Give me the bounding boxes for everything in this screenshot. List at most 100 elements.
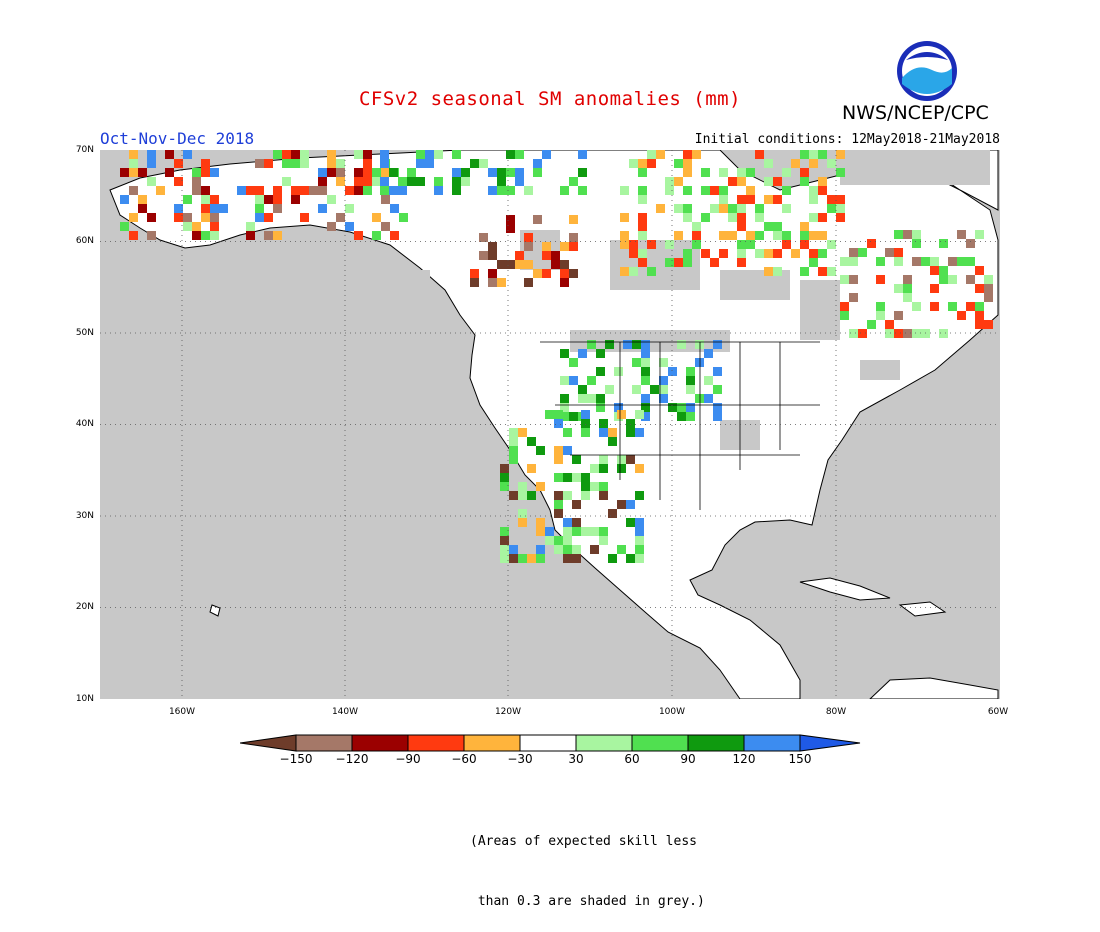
- anomaly-cell: [617, 464, 626, 473]
- anomaly-cell: [201, 168, 210, 177]
- anomaly-cell: [827, 204, 836, 213]
- anomaly-cell: [599, 464, 608, 473]
- anomaly-cell: [641, 394, 650, 403]
- anomaly-cell: [536, 545, 545, 554]
- anomaly-cell: [201, 213, 210, 222]
- anomaly-cell: [560, 242, 569, 251]
- anomaly-cell: [563, 527, 572, 536]
- anomaly-cell: [686, 376, 695, 385]
- anomaly-cell: [590, 527, 599, 536]
- anomaly-cell: [554, 473, 563, 482]
- anomaly-cell: [617, 545, 626, 554]
- anomaly-cell: [840, 311, 849, 320]
- anomaly-cell: [554, 536, 563, 545]
- lon-label: 160W: [168, 707, 196, 717]
- anomaly-cell: [255, 186, 264, 195]
- anomaly-cell: [638, 186, 647, 195]
- anomaly-cell: [713, 412, 722, 421]
- agency-label: NWS/NCEP/CPC: [842, 102, 989, 124]
- anomaly-cell: [560, 403, 569, 412]
- anomaly-cell: [497, 278, 506, 287]
- anomaly-cell: [647, 267, 656, 276]
- anomaly-cell: [554, 419, 563, 428]
- colorbar-segment: [575, 734, 633, 752]
- anomaly-cell: [192, 231, 201, 240]
- anomaly-cell: [858, 248, 867, 257]
- anomaly-cell: [318, 186, 327, 195]
- anomaly-cell: [300, 186, 309, 195]
- anomaly-cell: [581, 527, 590, 536]
- anomaly-cell: [635, 536, 644, 545]
- anomaly-cell: [791, 159, 800, 168]
- anomaly-cell: [300, 213, 309, 222]
- anomaly-cell: [488, 186, 497, 195]
- anomaly-cell: [818, 249, 827, 258]
- anomaly-cell: [581, 419, 590, 428]
- anomaly-cell: [563, 446, 572, 455]
- anomaly-cell: [635, 410, 644, 419]
- anomaly-cell: [659, 385, 668, 394]
- anomaly-cell: [509, 545, 518, 554]
- anomaly-cell: [894, 329, 903, 338]
- anomaly-cell: [545, 410, 554, 419]
- anomaly-cell: [336, 213, 345, 222]
- anomaly-cell: [885, 320, 894, 329]
- anomaly-cell: [620, 231, 629, 240]
- skill-note-line1: (Areas of expected skill less: [470, 834, 697, 849]
- anomaly-cell: [632, 340, 641, 349]
- anomaly-cell: [587, 340, 596, 349]
- anomaly-cell: [710, 186, 719, 195]
- anomaly-cell: [629, 240, 638, 249]
- anomaly-cell: [626, 428, 635, 437]
- lon-label: 80W: [825, 707, 847, 717]
- anomaly-cell: [542, 269, 551, 278]
- anomaly-cell: [183, 213, 192, 222]
- anomaly-cell: [560, 394, 569, 403]
- anomaly-cell: [506, 168, 515, 177]
- anomaly-cell: [120, 222, 129, 231]
- lat-label: 30N: [75, 511, 94, 521]
- anomaly-cell: [638, 231, 647, 240]
- anomaly-cell: [894, 311, 903, 320]
- anomaly-cell: [692, 150, 701, 159]
- anomaly-cell: [638, 195, 647, 204]
- anomaly-cell: [273, 231, 282, 240]
- anomaly-cell: [686, 403, 695, 412]
- anomaly-cell: [710, 204, 719, 213]
- anomaly-cell: [500, 464, 509, 473]
- anomaly-cell: [138, 195, 147, 204]
- anomaly-cell: [500, 473, 509, 482]
- anomaly-cell: [354, 150, 363, 159]
- anomaly-cell: [695, 358, 704, 367]
- anomaly-cell: [581, 428, 590, 437]
- anomaly-cell: [975, 284, 984, 293]
- anomaly-cell: [551, 251, 560, 260]
- anomaly-cell: [641, 358, 650, 367]
- anomaly-cell: [635, 464, 644, 473]
- anomaly-cell: [912, 302, 921, 311]
- anomaly-cell: [581, 491, 590, 500]
- anomaly-cell: [524, 233, 533, 242]
- anomaly-cell: [300, 150, 309, 159]
- colorbar-tick-label: 150: [788, 752, 812, 766]
- anomaly-cell: [641, 349, 650, 358]
- anomaly-cell: [524, 260, 533, 269]
- anomaly-cell: [533, 168, 542, 177]
- anomaly-cell: [273, 186, 282, 195]
- anomaly-cell: [704, 394, 713, 403]
- anomaly-cell: [894, 230, 903, 239]
- anomaly-cell: [659, 358, 668, 367]
- anomaly-cell: [569, 412, 578, 421]
- colorbar-tick-label: −60: [451, 752, 477, 766]
- anomaly-cell: [641, 412, 650, 421]
- anomaly-cell: [668, 403, 677, 412]
- anomaly-cell: [827, 240, 836, 249]
- anomaly-cell: [659, 394, 668, 403]
- anomaly-cell: [129, 159, 138, 168]
- anomaly-cell: [509, 446, 518, 455]
- anomaly-cell: [809, 195, 818, 204]
- colorbar-segment: [463, 734, 521, 752]
- colorbar-segment: [407, 734, 465, 752]
- anomaly-cell: [560, 412, 569, 421]
- colorbar-tick-label: 90: [680, 752, 696, 766]
